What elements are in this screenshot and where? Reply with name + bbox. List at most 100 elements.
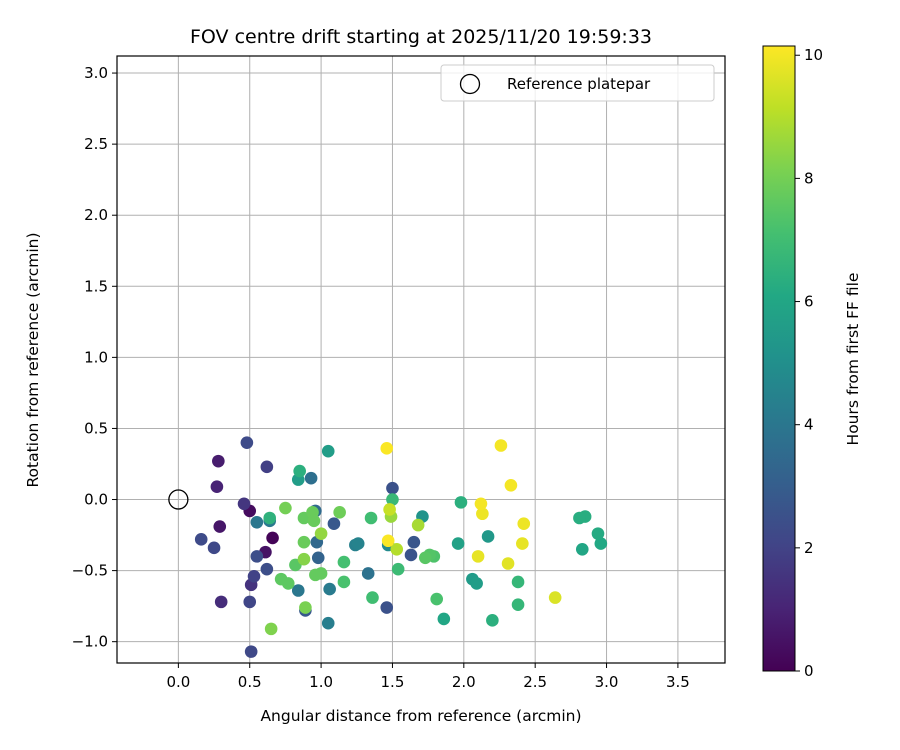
scatter-point bbox=[386, 493, 399, 506]
scatter-point bbox=[573, 511, 586, 525]
scatter-point bbox=[333, 506, 346, 519]
x-axis-label: Angular distance from reference (arcmin) bbox=[260, 707, 581, 725]
scatter-point bbox=[210, 480, 224, 494]
scatter-point bbox=[314, 527, 328, 540]
scatter-point bbox=[321, 616, 335, 630]
scatter-point bbox=[594, 537, 608, 550]
scatter-point bbox=[327, 517, 341, 530]
scatter-point bbox=[194, 533, 208, 546]
chart-title: FOV centre drift starting at 2025/11/20 … bbox=[190, 26, 652, 48]
scatter-point bbox=[437, 612, 451, 626]
y-tick-label: −0.5 bbox=[72, 562, 108, 580]
scatter-point bbox=[311, 551, 325, 565]
colorbar-label: Hours from first FF file bbox=[844, 273, 862, 446]
scatter-point bbox=[451, 537, 465, 550]
scatter-point bbox=[470, 577, 483, 590]
scatter-point bbox=[321, 444, 335, 458]
scatter-point bbox=[380, 601, 394, 614]
x-tick-label: 3.5 bbox=[666, 673, 690, 691]
scatter-point bbox=[481, 530, 495, 543]
scatter-point bbox=[240, 436, 254, 449]
scatter-point bbox=[383, 503, 396, 516]
y-tick-label: 1.5 bbox=[84, 277, 108, 295]
x-tick-label: 1.5 bbox=[381, 673, 405, 691]
scatter-point bbox=[243, 595, 257, 609]
x-tick-label: 2.0 bbox=[452, 673, 476, 691]
scatter-point bbox=[548, 591, 562, 604]
scatter-point bbox=[297, 535, 311, 549]
scatter-point bbox=[504, 479, 518, 492]
y-tick-label: 0.5 bbox=[84, 419, 108, 437]
x-tick-label: 0.0 bbox=[166, 673, 190, 691]
scatter-point bbox=[323, 582, 336, 596]
colorbar-tick-label: 0 bbox=[804, 662, 814, 680]
y-axis-label: Rotation from reference (arcmin) bbox=[24, 232, 42, 487]
scatter-point bbox=[214, 595, 228, 609]
colorbar-tick-label: 10 bbox=[804, 46, 823, 64]
scatter-point bbox=[501, 557, 515, 570]
scatter-point bbox=[250, 515, 264, 529]
colorbar-tick-label: 8 bbox=[804, 169, 814, 187]
scatter-point bbox=[299, 601, 312, 614]
scatter-point bbox=[511, 575, 525, 589]
plot-area-frame bbox=[116, 55, 726, 664]
x-tick-label: 0.5 bbox=[238, 673, 262, 691]
scatter-point bbox=[407, 535, 421, 549]
colorbar: 0 2 4 6 8 10 Hours from first FF file bbox=[762, 45, 862, 680]
scatter-point bbox=[418, 551, 432, 565]
y-tick-label: −1.0 bbox=[72, 633, 108, 651]
data-points bbox=[194, 436, 608, 658]
y-tick-label: 3.0 bbox=[84, 64, 108, 82]
reference-platepar-marker bbox=[168, 489, 189, 510]
legend-entry-reference: Reference platepar bbox=[507, 75, 651, 93]
scatter-point bbox=[390, 542, 404, 556]
scatter-point bbox=[260, 460, 274, 474]
scatter-point bbox=[591, 527, 605, 540]
scatter-point bbox=[364, 511, 378, 525]
scatter-point bbox=[476, 507, 489, 521]
scatter-point bbox=[297, 552, 311, 566]
x-tick-label: 1.0 bbox=[309, 673, 333, 691]
scatter-point bbox=[381, 534, 395, 548]
grid-lines bbox=[117, 56, 725, 663]
scatter-point bbox=[391, 562, 405, 576]
scatter-point bbox=[380, 442, 394, 455]
scatter-point bbox=[264, 622, 278, 636]
scatter-point bbox=[274, 572, 288, 586]
scatter-point bbox=[307, 514, 321, 528]
scatter-point bbox=[247, 569, 261, 583]
scatter-point bbox=[291, 584, 305, 597]
legend-marker-icon bbox=[459, 73, 481, 95]
scatter-point bbox=[386, 481, 399, 495]
scatter-point bbox=[237, 497, 251, 511]
scatter-point bbox=[411, 518, 425, 532]
scatter-point bbox=[486, 614, 499, 627]
y-tick-label: 2.5 bbox=[84, 135, 108, 153]
colorbar-tick-label: 4 bbox=[804, 416, 814, 434]
scatter-point bbox=[250, 550, 264, 563]
scatter-point bbox=[207, 541, 221, 555]
scatter-point bbox=[430, 592, 443, 606]
scatter-point bbox=[494, 439, 508, 452]
scatter-point bbox=[471, 550, 485, 563]
colorbar-tick-label: 6 bbox=[804, 293, 814, 311]
scatter-point bbox=[454, 496, 468, 509]
colorbar-tick-label: 2 bbox=[804, 539, 814, 557]
scatter-point bbox=[351, 537, 365, 550]
scatter-point bbox=[516, 537, 529, 550]
x-tick-label: 3.0 bbox=[595, 673, 619, 691]
scatter-point bbox=[314, 567, 328, 580]
scatter-point bbox=[361, 567, 375, 580]
scatter-point bbox=[266, 531, 279, 545]
scatter-point bbox=[511, 598, 525, 612]
scatter-point bbox=[517, 517, 531, 530]
scatter-point bbox=[260, 562, 274, 576]
y-tick-label: 2.0 bbox=[84, 206, 108, 224]
scatter-point bbox=[213, 520, 227, 533]
legend-box bbox=[440, 64, 715, 102]
scatter-point bbox=[474, 497, 488, 511]
scatter-point bbox=[279, 501, 292, 515]
scatter-point bbox=[337, 575, 351, 589]
x-tick-label: 2.5 bbox=[523, 673, 547, 691]
y-axis-ticks: −1.0 −0.5 0.0 0.5 1.0 1.5 2.0 2.5 3.0 bbox=[72, 64, 117, 651]
